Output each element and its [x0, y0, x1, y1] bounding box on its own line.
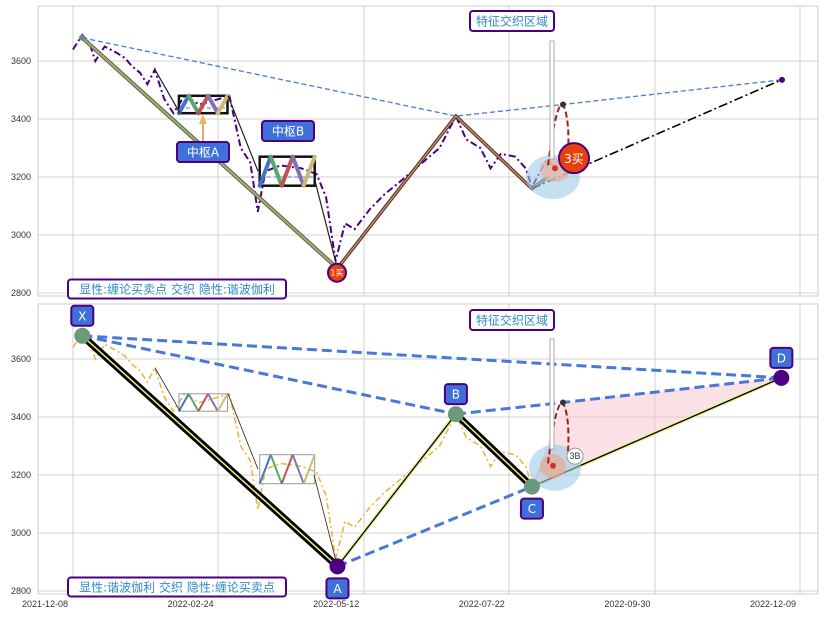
zhongshu-b-label: 中枢B: [272, 124, 304, 139]
zhongshu-stroke: [197, 393, 209, 412]
zhongshu-stroke: [178, 393, 190, 412]
harmonic-label-b-box: [443, 383, 468, 406]
y-tick-label: 3000: [11, 528, 31, 538]
zhongshu-stroke: [291, 454, 305, 485]
zhongshu-stroke: [206, 93, 220, 116]
harmonic-label-d-box: [769, 346, 794, 369]
third-buy-marker: [552, 165, 558, 172]
zhongshu-a-label: 中枢A: [187, 145, 220, 160]
region-arrow: [549, 40, 555, 160]
projection-c-d: [531, 79, 782, 190]
zhongshu-stroke: [257, 154, 273, 188]
dashed-x-b: [81, 334, 457, 416]
harmonic-label-x: X: [78, 309, 86, 323]
sub-stroke: [154, 69, 181, 114]
harmonic-label-x-box: [70, 304, 95, 327]
first-buy-badge: [327, 262, 347, 283]
y-tick-label: 3400: [11, 412, 31, 422]
harmonic-label-a: A: [333, 582, 342, 596]
y-tick-label: 3200: [11, 470, 31, 480]
zhongshu-stroke: [290, 154, 306, 188]
zhongshu-stroke: [186, 93, 201, 116]
x-tick-label: 2022-12-09: [750, 599, 796, 609]
zhongshu-stroke: [279, 154, 295, 188]
y-tick-label: 3600: [11, 56, 31, 66]
sub-stroke: [154, 367, 181, 412]
harmonic-label-c: C: [528, 502, 536, 516]
zhongshu-box: [259, 454, 316, 485]
leg-B-C-inner: [455, 413, 533, 488]
legend-bottom-box: [67, 576, 287, 598]
third-buy-badge: [566, 447, 584, 465]
harmonic-point-d: [773, 369, 790, 386]
leg-A-B: [336, 413, 457, 567]
harmonic-label-c-box: [519, 497, 544, 520]
third-buy-label: 3买: [564, 152, 584, 166]
x-tick-label: 2022-05-12: [313, 599, 359, 609]
y-tick-label: 3200: [11, 172, 31, 182]
price-line: [72, 331, 554, 560]
y-tick-label: 3600: [11, 354, 31, 364]
zhongshu-stroke: [302, 454, 316, 485]
zhongshu-stroke: [301, 154, 317, 188]
region-label-bottom-box: [469, 309, 555, 331]
zhongshu-a-label-box: [176, 141, 230, 163]
harmonic-point-c: [523, 478, 540, 495]
sub-stroke: [227, 393, 259, 470]
harmonic-label-a-box: [325, 577, 350, 600]
y-tick-label: 2800: [11, 288, 31, 298]
price-line: [72, 33, 554, 262]
legend-bottom: 显性:谐波伽利 交织 隐性:缠论买卖点: [79, 580, 275, 595]
harmonic-point-b: [447, 406, 464, 423]
third-buy-marker: [550, 462, 556, 469]
zhongshu-stroke: [196, 93, 211, 116]
zhongshu-b-label-box: [261, 120, 315, 142]
harmonic-label-d: D: [777, 351, 786, 365]
x-tick-label: 2022-09-30: [604, 599, 650, 609]
harmonic-point-a: [329, 558, 346, 575]
x-tick-label: 2022-02-24: [168, 599, 214, 609]
trend-dashed-line: [82, 37, 782, 117]
third-buy-peak-dot: [560, 399, 566, 406]
first-buy-label: 1买: [330, 269, 343, 278]
y-tick-label: 3000: [11, 230, 31, 240]
sub-stroke: [227, 95, 259, 172]
third-buy-badge: [558, 142, 590, 175]
y-tick-label: 3400: [11, 114, 31, 124]
zhongshu-stroke: [280, 454, 294, 485]
zhongshu-stroke: [187, 393, 200, 412]
dashed-a-c: [336, 485, 533, 568]
region-label-top: 特征交织区域: [476, 14, 548, 29]
y-tick-label: 2800: [11, 586, 31, 596]
zhongshu-stroke: [258, 454, 272, 485]
region-label-top-box: [469, 10, 555, 32]
target-point-d: [779, 76, 785, 83]
leg-X-A-inner: [81, 335, 338, 567]
third-buy-peak-dot: [560, 101, 566, 108]
zhongshu-stroke: [215, 93, 230, 116]
region-arrow: [549, 338, 555, 450]
zhongshu-stroke: [207, 393, 219, 412]
zhongshu-box: [177, 94, 229, 115]
x-tick-label: 2022-07-22: [459, 599, 505, 609]
zhongshu-box: [178, 393, 228, 412]
legend-top: 显性:缠论买卖点 交织 隐性:谐波伽利: [79, 282, 275, 297]
sub-stroke: [313, 176, 338, 268]
harmonic-point-x: [74, 327, 91, 344]
zhongshu-stroke: [176, 93, 191, 116]
zhongshu-box: [258, 155, 316, 187]
zhongshu-stroke: [268, 154, 284, 188]
sub-stroke: [313, 474, 338, 565]
dashed-x-d: [82, 334, 782, 380]
harmonic-label-b: B: [452, 388, 460, 402]
zhongshu-stroke: [269, 454, 283, 485]
legend-top-box: [67, 278, 287, 300]
x-tick-label: 2021-12-08: [22, 599, 68, 609]
region-label-bottom: 特征交织区域: [476, 313, 548, 328]
zhongshu-stroke: [216, 393, 229, 412]
third-buy-label: 3B: [569, 451, 580, 461]
arrow-up-icon: [199, 114, 207, 124]
point-x: [79, 34, 85, 41]
